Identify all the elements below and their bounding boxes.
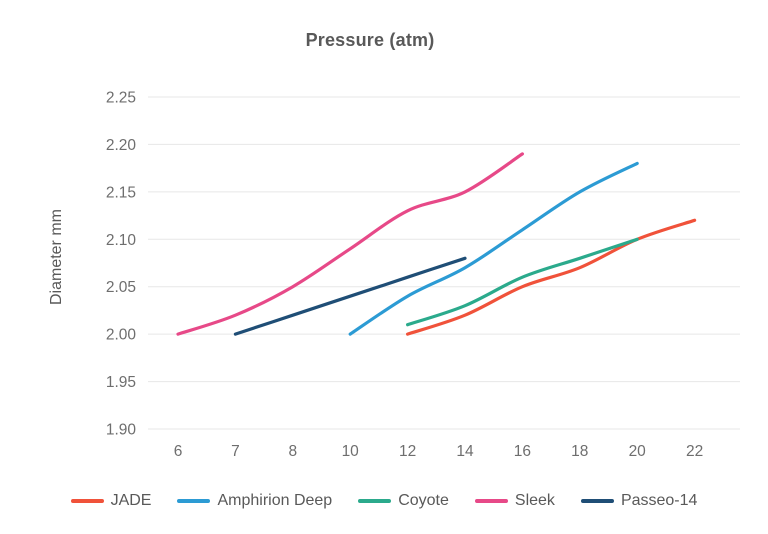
y-tick-label: 2.05 bbox=[106, 279, 136, 296]
legend-label: JADE bbox=[110, 492, 152, 509]
x-tick-label: 14 bbox=[456, 443, 474, 460]
legend-label: Sleek bbox=[514, 492, 555, 509]
x-tick-label: 8 bbox=[288, 443, 297, 460]
legend-item-amphirion-deep[interactable]: Amphirion Deep bbox=[177, 492, 332, 510]
y-tick-label: 2.15 bbox=[106, 184, 136, 201]
y-tick-label: 2.00 bbox=[106, 327, 137, 344]
y-tick-label: 2.10 bbox=[106, 232, 137, 249]
x-tick-label: 12 bbox=[399, 443, 416, 460]
legend-item-jade[interactable]: JADE bbox=[70, 492, 152, 510]
legend-label: Coyote bbox=[398, 492, 449, 509]
y-tick-label: 2.20 bbox=[106, 137, 137, 154]
x-tick-label: 20 bbox=[629, 443, 647, 460]
legend-color-swatch bbox=[580, 499, 614, 503]
chart-title: Pressure (atm) bbox=[305, 30, 435, 50]
legend-color-swatch bbox=[358, 499, 392, 503]
legend-item-sleek[interactable]: Sleek bbox=[474, 492, 555, 510]
x-tick-label: 10 bbox=[342, 443, 360, 460]
legend-item-coyote[interactable]: Coyote bbox=[358, 492, 449, 510]
series-line-coyote bbox=[406, 237, 639, 327]
x-tick-label: 16 bbox=[514, 443, 531, 460]
legend-color-swatch bbox=[177, 499, 211, 503]
legend-label: Passeo-14 bbox=[620, 492, 698, 509]
x-tick-label: 22 bbox=[686, 443, 703, 460]
series-line-sleek bbox=[176, 152, 524, 336]
x-tick-label: 6 bbox=[174, 443, 183, 460]
y-tick-label: 1.95 bbox=[106, 374, 136, 391]
x-tick-label: 7 bbox=[231, 443, 240, 460]
legend-color-swatch bbox=[474, 499, 508, 503]
series-line-passeo-14 bbox=[233, 256, 467, 336]
chart-legend: JADE Amphirion Deep Coyote Sleek Passeo-14 bbox=[0, 492, 768, 510]
y-tick-label: 1.90 bbox=[106, 422, 137, 439]
x-tick-label: 18 bbox=[571, 443, 588, 460]
series-line-amphirion-deep bbox=[348, 161, 639, 336]
legend-color-swatch bbox=[70, 499, 104, 503]
series-line-jade bbox=[406, 218, 697, 336]
legend-label: Amphirion Deep bbox=[217, 492, 333, 509]
y-tick-label: 2.25 bbox=[106, 90, 136, 107]
legend-item-passeo-14[interactable]: Passeo-14 bbox=[580, 492, 698, 510]
